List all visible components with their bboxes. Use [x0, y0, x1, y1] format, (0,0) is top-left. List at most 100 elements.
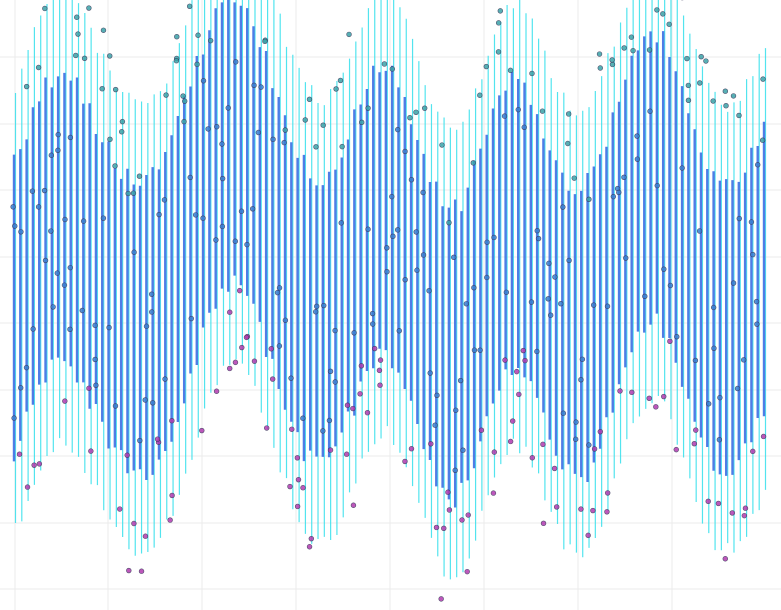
data-point	[35, 204, 42, 210]
data-point	[131, 249, 137, 255]
data-point	[535, 235, 542, 242]
data-point	[503, 289, 510, 295]
data-point	[357, 391, 363, 397]
data-point	[294, 503, 301, 510]
data-point	[169, 492, 175, 499]
data-point	[213, 388, 220, 394]
data-point	[107, 136, 113, 143]
data-point	[136, 173, 143, 179]
data-point	[389, 193, 395, 200]
data-point	[434, 392, 440, 399]
outer-range-bars	[14, 0, 767, 580]
data-point	[753, 298, 760, 305]
data-point	[661, 266, 667, 272]
data-point	[74, 14, 80, 20]
data-point	[270, 136, 276, 143]
data-point	[62, 398, 68, 404]
data-point	[420, 189, 426, 196]
data-point	[389, 66, 396, 72]
data-point	[597, 65, 603, 71]
data-point	[88, 448, 94, 454]
data-point	[616, 189, 622, 196]
data-point	[320, 122, 326, 128]
data-point	[194, 61, 200, 68]
data-point	[591, 446, 598, 452]
data-point	[55, 147, 61, 153]
data-point	[169, 418, 175, 424]
data-point	[80, 218, 87, 224]
data-point	[306, 544, 313, 550]
data-point	[571, 175, 577, 181]
data-point	[36, 461, 43, 467]
data-point	[696, 228, 703, 234]
data-point	[630, 47, 636, 54]
data-point	[534, 228, 540, 234]
data-point	[445, 489, 451, 495]
data-point	[558, 301, 564, 307]
data-point	[471, 284, 477, 291]
data-point	[321, 302, 327, 309]
data-point	[730, 280, 737, 286]
data-point	[734, 385, 741, 392]
data-point	[344, 402, 351, 408]
data-point	[667, 338, 673, 345]
data-point	[578, 506, 584, 512]
data-point	[67, 134, 74, 141]
data-point	[647, 108, 653, 114]
data-point	[597, 428, 604, 435]
data-point	[446, 219, 452, 226]
data-point	[326, 417, 333, 424]
data-point	[54, 270, 61, 276]
data-point	[464, 568, 470, 575]
data-point	[350, 502, 357, 508]
data-point	[35, 64, 42, 71]
data-point	[232, 238, 239, 244]
data-point	[288, 375, 294, 381]
data-point	[653, 404, 659, 410]
data-point	[276, 343, 283, 349]
data-point	[610, 193, 617, 200]
data-point	[239, 344, 245, 351]
data-point	[446, 507, 453, 513]
data-point	[402, 276, 408, 283]
data-point	[232, 359, 239, 366]
data-point	[154, 436, 161, 442]
data-point	[573, 419, 579, 425]
data-point	[729, 510, 736, 516]
data-point	[546, 260, 552, 267]
data-point	[294, 455, 301, 461]
data-point	[156, 211, 162, 218]
data-point	[560, 410, 567, 416]
data-point	[552, 274, 558, 280]
data-point	[693, 427, 699, 433]
data-point	[491, 449, 498, 455]
data-point	[715, 500, 722, 507]
data-point	[432, 422, 438, 428]
data-point	[414, 267, 420, 273]
data-point	[540, 520, 547, 527]
data-point	[553, 504, 560, 510]
data-point	[477, 347, 483, 353]
data-point	[439, 142, 445, 148]
data-point	[483, 63, 489, 70]
data-point	[507, 438, 514, 445]
data-point	[520, 347, 526, 354]
data-point	[621, 45, 627, 51]
data-point	[313, 303, 320, 310]
data-point	[282, 317, 289, 323]
data-point	[29, 188, 36, 194]
data-point	[705, 498, 711, 505]
data-point	[551, 465, 558, 472]
data-point	[238, 208, 245, 214]
data-point	[130, 190, 137, 196]
data-point	[408, 177, 415, 183]
data-point	[484, 274, 490, 281]
inner-range-bars	[12, 0, 766, 508]
data-point	[282, 127, 288, 133]
data-point	[112, 86, 119, 93]
data-point	[565, 140, 571, 147]
data-point	[213, 237, 219, 243]
data-point	[181, 118, 187, 125]
data-point	[365, 105, 371, 111]
